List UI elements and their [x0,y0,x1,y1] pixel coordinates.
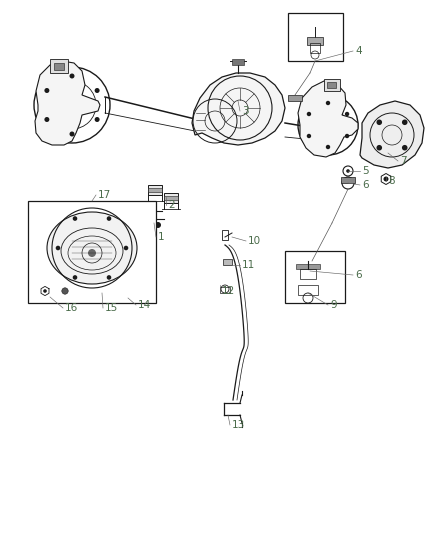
Polygon shape [35,61,100,145]
Bar [327,82,336,88]
Text: 10: 10 [248,236,261,246]
Text: 8: 8 [388,176,395,186]
Text: 11: 11 [242,260,255,270]
Bar [28,201,156,303]
Circle shape [70,132,74,136]
Circle shape [107,216,111,221]
Bar [50,59,68,73]
Bar [220,287,230,293]
Circle shape [402,145,407,150]
Circle shape [345,134,349,138]
Text: 16: 16 [65,303,78,313]
Circle shape [377,119,382,125]
Text: 17: 17 [98,190,111,200]
Bar [300,269,316,279]
Circle shape [384,176,389,182]
Bar [310,43,320,53]
Text: 6: 6 [362,180,369,190]
Bar [223,259,232,265]
Text: 14: 14 [138,300,151,310]
Bar [298,285,318,295]
Circle shape [95,117,99,122]
Polygon shape [360,101,424,168]
Bar [148,188,162,192]
Ellipse shape [47,212,137,284]
Bar [296,264,320,269]
Bar [324,79,340,91]
Circle shape [377,145,382,150]
Text: 13: 13 [232,420,245,430]
Bar [148,185,162,195]
Circle shape [73,216,77,221]
Circle shape [124,246,128,251]
Text: 1: 1 [158,232,165,242]
Circle shape [402,119,407,125]
Circle shape [88,249,96,257]
Polygon shape [192,73,285,145]
Circle shape [307,112,311,116]
Circle shape [73,275,77,280]
Text: 6: 6 [355,270,362,280]
Polygon shape [298,81,358,157]
Circle shape [43,289,47,293]
Bar [341,177,355,183]
Circle shape [326,145,330,149]
Bar [222,230,228,240]
Text: 12: 12 [222,286,235,296]
Circle shape [143,216,149,222]
Circle shape [56,246,60,251]
Bar [288,95,302,101]
Circle shape [155,222,161,228]
Text: 9: 9 [330,300,337,310]
Bar [307,37,323,45]
Circle shape [107,275,111,280]
Circle shape [62,288,68,294]
Circle shape [70,74,74,78]
Circle shape [345,112,349,116]
Circle shape [346,169,350,173]
Circle shape [326,101,330,105]
Bar [54,63,64,70]
Bar [285,251,345,303]
Bar [164,193,178,203]
Circle shape [44,117,49,122]
Text: 2: 2 [168,200,175,210]
Text: 7: 7 [400,156,406,166]
Bar [164,196,178,200]
Text: 4: 4 [355,46,362,56]
Circle shape [44,88,49,93]
Bar [232,59,244,65]
Text: 5: 5 [362,166,369,176]
Circle shape [95,88,99,93]
Text: 15: 15 [105,303,118,313]
Bar [288,13,343,61]
Circle shape [141,208,147,214]
Text: 3: 3 [242,106,249,116]
Circle shape [307,134,311,138]
